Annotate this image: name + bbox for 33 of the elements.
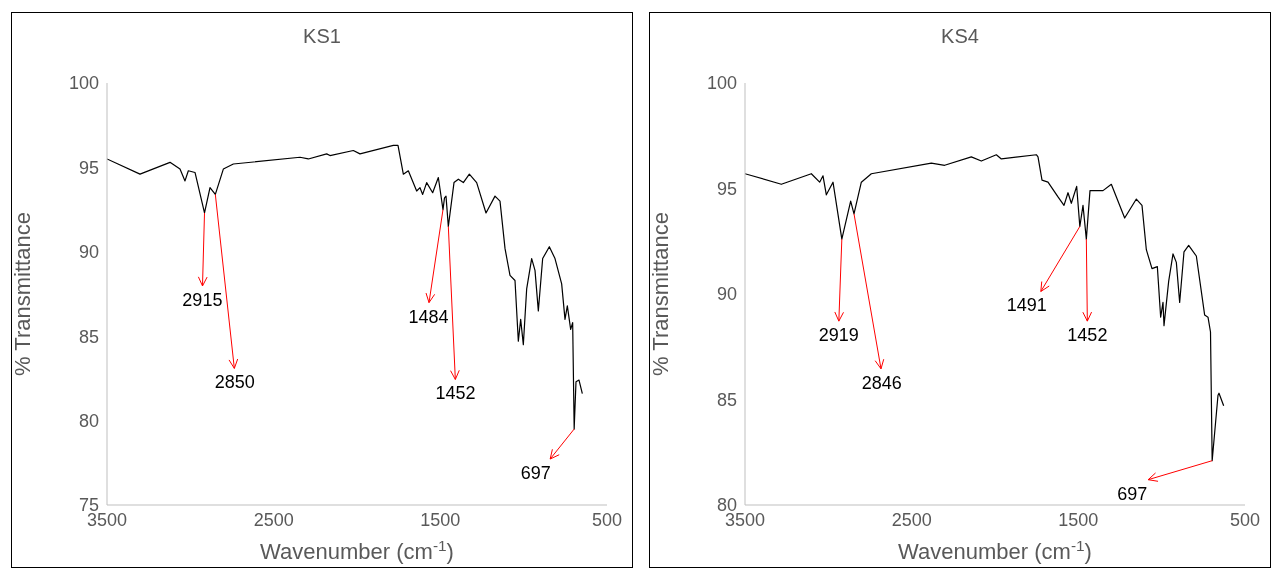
- x-tick-label: 500: [591, 509, 623, 530]
- y-tick-label: 95: [78, 157, 99, 178]
- annotation: 2846: [861, 372, 902, 393]
- x-tick-label: 2500: [891, 509, 932, 530]
- chart-title: KS1: [302, 25, 342, 48]
- annotation: 1491: [1006, 295, 1047, 316]
- annotation: 1452: [1067, 325, 1108, 346]
- y-tick-label: 95: [716, 178, 737, 199]
- y-tick-label: 100: [68, 73, 99, 94]
- annotation: 2915: [182, 289, 223, 310]
- annotation: 697: [520, 463, 551, 484]
- chart-title: KS4: [940, 25, 980, 48]
- annotation: 2919: [818, 325, 859, 346]
- x-tick-label: 1500: [1058, 509, 1099, 530]
- annotation: 2850: [214, 372, 255, 393]
- y-tick-label: 85: [78, 326, 99, 347]
- y-tick-label: 100: [706, 73, 737, 94]
- x-tick-label: 2500: [253, 509, 294, 530]
- y-tick-label: 80: [78, 410, 99, 431]
- y-tick-label: 90: [716, 284, 737, 305]
- annotation: 1452: [435, 383, 476, 404]
- x-axis-title: Wavenumber (cm$^{-1}$): [260, 536, 454, 564]
- line-series: [745, 154, 1225, 462]
- annotation: 697: [1117, 483, 1148, 504]
- annotation: 1484: [408, 306, 449, 327]
- line-series: [107, 144, 583, 430]
- y-axis-title: % Transmittance: [9, 212, 35, 376]
- x-axis-title: Wavenumber (cm$^{-1}$): [898, 536, 1092, 564]
- y-tick-label: 90: [78, 242, 99, 263]
- x-tick-label: 500: [1229, 509, 1261, 530]
- y-tick-label: 85: [716, 389, 737, 410]
- x-tick-label: 1500: [420, 509, 461, 530]
- y-axis-title: % Transmittance: [647, 212, 673, 376]
